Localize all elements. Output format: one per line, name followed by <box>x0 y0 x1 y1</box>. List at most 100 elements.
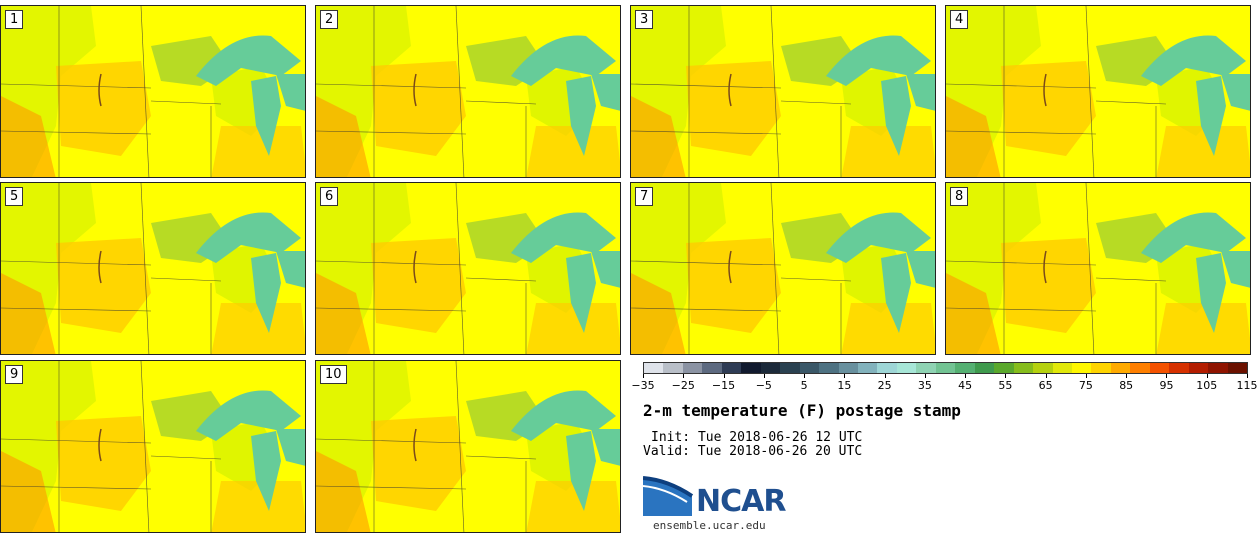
temperature-map <box>316 361 620 532</box>
colorbar-swatch <box>1149 363 1170 373</box>
stamp-number: 4 <box>950 10 969 29</box>
colorbar-swatch <box>857 363 878 373</box>
colorbar-tick-label: 95 <box>1159 379 1174 392</box>
temperature-map <box>1 183 305 354</box>
colorbar-tick-label: 35 <box>917 379 932 392</box>
stamp-panel-8: 8 <box>945 182 1251 355</box>
colorbar-swatch <box>721 363 742 373</box>
init-time: Init: Tue 2018-06-26 12 UTC <box>651 430 863 445</box>
colorbar-tick <box>804 374 806 378</box>
colorbar-tick-label: 5 <box>800 379 808 392</box>
colorbar-swatch <box>935 363 956 373</box>
colorbar-swatch <box>838 363 858 373</box>
stamp-panel-6: 6 <box>315 182 621 355</box>
colorbar-swatch <box>663 363 683 373</box>
stamp-panel-7: 7 <box>630 182 936 355</box>
chart-title: 2-m temperature (F) postage stamp <box>643 401 961 420</box>
colorbar-tick-label: 115 <box>1236 379 1258 392</box>
temperature-map <box>946 6 1250 177</box>
stamp-number: 6 <box>320 187 339 206</box>
temperature-map <box>316 183 620 354</box>
colorbar-tick-label: −5 <box>755 379 772 392</box>
colorbar-tick <box>1247 374 1248 378</box>
stamp-panel-2: 2 <box>315 5 621 178</box>
colorbar-tick <box>1206 374 1208 378</box>
colorbar-swatch <box>896 363 917 373</box>
colorbar-tick-label: 55 <box>998 379 1013 392</box>
colorbar-swatch <box>1110 363 1131 373</box>
temperature-map <box>946 183 1250 354</box>
colorbar-swatch <box>1227 363 1248 373</box>
stamp-panel-1: 1 <box>0 5 306 178</box>
colorbar-tick-label: 45 <box>958 379 973 392</box>
colorbar-tick <box>1166 374 1168 378</box>
site-url: ensemble.ucar.edu <box>653 519 766 532</box>
temperature-map <box>1 6 305 177</box>
colorbar-swatch <box>994 363 1014 373</box>
colorbar-swatch <box>1188 363 1209 373</box>
colorbar-tick-label: 105 <box>1196 379 1218 392</box>
colorbar-swatch <box>819 363 839 373</box>
colorbar-swatch <box>1071 363 1092 373</box>
temperature-map <box>316 6 620 177</box>
logo-text: NCAR <box>696 484 786 519</box>
colorbar-tick <box>723 374 725 378</box>
colorbar-tick-label: 85 <box>1119 379 1134 392</box>
colorbar-swatch <box>1169 363 1189 373</box>
colorbar-swatch <box>644 363 664 373</box>
colorbar-tick <box>1126 374 1128 378</box>
colorbar-tick <box>683 374 685 378</box>
temperature-map <box>631 6 935 177</box>
temperature-map <box>631 183 935 354</box>
stamp-number: 9 <box>5 365 24 384</box>
colorbar-tick-label: 75 <box>1078 379 1093 392</box>
stamp-panel-3: 3 <box>630 5 936 178</box>
colorbar-swatch <box>741 363 761 373</box>
colorbar-swatch <box>682 363 703 373</box>
colorbar-tick-label: 25 <box>877 379 892 392</box>
colorbar-swatch <box>877 363 897 373</box>
stamp-panel-4: 4 <box>945 5 1251 178</box>
colorbar-swatch <box>1208 363 1228 373</box>
colorbar-tick <box>1045 374 1047 378</box>
colorbar-swatch <box>974 363 995 373</box>
temperature-colorbar <box>643 362 1248 374</box>
stamp-number: 3 <box>635 10 654 29</box>
ncar-logo-icon <box>643 476 694 516</box>
stamp-number: 5 <box>5 187 24 206</box>
stamp-number: 8 <box>950 187 969 206</box>
colorbar-tick-label: 15 <box>837 379 852 392</box>
colorbar-swatch <box>1052 363 1072 373</box>
colorbar-swatch <box>760 363 781 373</box>
colorbar-swatch <box>955 363 975 373</box>
valid-time: Valid: Tue 2018-06-26 20 UTC <box>643 444 863 459</box>
colorbar-swatch <box>780 363 800 373</box>
colorbar-tick <box>924 374 926 378</box>
colorbar-ticks: −35 −25 −15 −5 5 15 25 35 45 55 65 75 85 95 105 115 <box>631 374 1258 394</box>
stamp-panel-9: 9 <box>0 360 306 533</box>
colorbar-tick-label: −15 <box>711 379 736 392</box>
colorbar-tick <box>965 374 967 378</box>
colorbar-swatch <box>1013 363 1034 373</box>
colorbar-tick <box>643 374 644 378</box>
stamp-panel-5: 5 <box>0 182 306 355</box>
colorbar-tick-label: 65 <box>1038 379 1053 392</box>
colorbar-swatch <box>1091 363 1111 373</box>
colorbar-swatch <box>1033 363 1053 373</box>
colorbar-tick <box>1085 374 1087 378</box>
colorbar-tick <box>1005 374 1007 378</box>
temperature-map <box>1 361 305 532</box>
colorbar-swatch <box>799 363 820 373</box>
stamp-number: 1 <box>5 10 24 29</box>
stamp-panel-10: 10 <box>315 360 621 533</box>
stamp-number: 10 <box>320 365 347 384</box>
colorbar-swatch <box>702 363 722 373</box>
colorbar-swatch <box>916 363 936 373</box>
colorbar-tick-label: −35 <box>631 379 655 392</box>
colorbar-tick <box>884 374 886 378</box>
stamp-number: 7 <box>635 187 654 206</box>
stamp-number: 2 <box>320 10 339 29</box>
colorbar-swatch <box>1130 363 1150 373</box>
colorbar-tick <box>844 374 846 378</box>
colorbar-tick-label: −25 <box>671 379 695 392</box>
